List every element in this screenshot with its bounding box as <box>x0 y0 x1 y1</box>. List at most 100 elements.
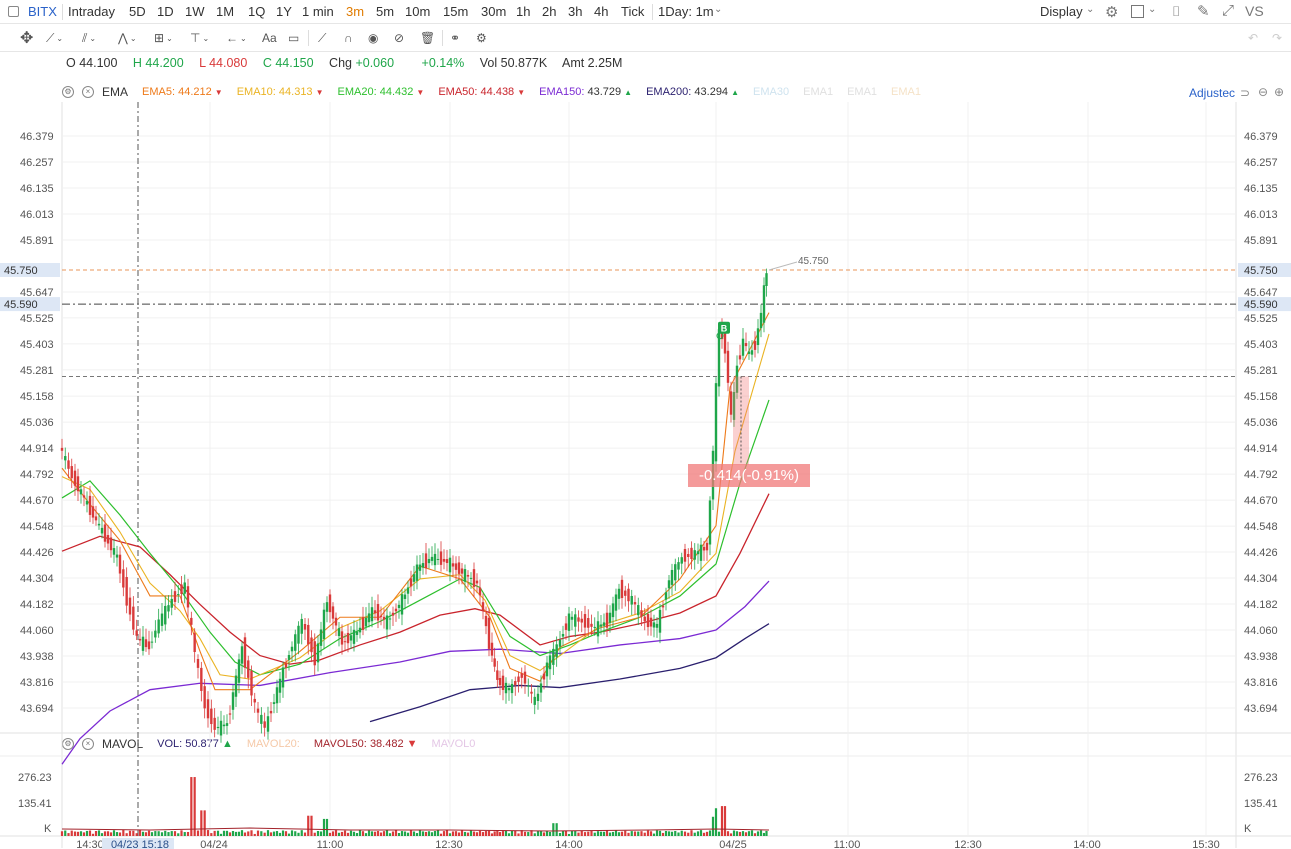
candle-body <box>418 564 422 571</box>
timeframe-1-min[interactable]: 1 min <box>302 4 334 19</box>
redo-icon[interactable]: ↷ <box>1272 31 1283 45</box>
timeframe-1m[interactable]: 1M <box>216 4 235 19</box>
minus-icon[interactable]: ⊖ <box>1258 85 1269 99</box>
measure-icon[interactable]: ⊤ ⌄ <box>190 31 210 45</box>
volume-bar <box>451 831 455 836</box>
timeframe-1h[interactable]: 1h <box>516 4 531 19</box>
timeframe-1d[interactable]: 1D <box>157 4 174 19</box>
volume-bar <box>275 831 279 836</box>
settings-icon[interactable]: ⚙ <box>62 738 74 750</box>
adjusted-toggle[interactable]: Adjustec <box>1188 86 1235 100</box>
timeframe-10m[interactable]: 10m <box>405 4 431 19</box>
display-button[interactable]: Display <box>1040 4 1083 19</box>
price-axis-label-left: 45.647 <box>20 287 54 299</box>
candle-body <box>646 614 650 628</box>
pencil-icon[interactable]: ✎ <box>1197 3 1210 20</box>
candle-body <box>203 686 206 709</box>
settings-icon[interactable]: ⚙ <box>62 86 74 98</box>
candle-body <box>445 559 449 564</box>
collapse-icon[interactable]: ⊃ <box>1240 86 1251 100</box>
volume-bar <box>567 833 571 836</box>
arrow-icon[interactable]: ← ⌄ <box>226 31 247 45</box>
indicator-name[interactable]: EMA <box>102 85 129 99</box>
timeframe-2h[interactable]: 2h <box>542 4 557 19</box>
timeframe-5d[interactable]: 5D <box>129 4 146 19</box>
ema-faded-item: EMA30 <box>753 86 790 98</box>
hide-icon[interactable]: ⊘ <box>394 31 405 45</box>
volume-bar <box>545 830 549 836</box>
note-icon[interactable]: ▭ <box>288 31 300 45</box>
volume-bar <box>564 830 568 836</box>
chevron-down-icon[interactable]: ⌄ <box>1086 4 1095 15</box>
timeframe-intraday[interactable]: Intraday <box>68 4 115 19</box>
volume-bar <box>587 831 590 836</box>
timeframe-1y[interactable]: 1Y <box>276 4 292 19</box>
trash-icon[interactable]: 🗑 <box>420 31 436 45</box>
settings-icon[interactable]: ⚙ <box>476 31 487 45</box>
link-icon[interactable]: ⚭ <box>450 31 461 45</box>
eye-icon[interactable]: ◉ <box>368 31 379 45</box>
time-axis-label: 04/23 15:18 <box>111 839 169 849</box>
volume-bar <box>85 830 89 836</box>
candle-body <box>379 615 383 617</box>
volume-bar <box>693 832 696 836</box>
timeframe-4h[interactable]: 4h <box>594 4 609 19</box>
close-icon[interactable]: × <box>82 86 94 98</box>
plus-icon[interactable]: ⊕ <box>1274 85 1285 99</box>
candle-body <box>433 553 437 566</box>
candle-body <box>219 720 223 736</box>
symbol-label[interactable]: BITX <box>28 4 57 19</box>
chevron-down-icon[interactable]: ⌄ <box>714 4 723 15</box>
price-axis-label-right: 43.816 <box>1244 677 1278 689</box>
candle-body <box>542 673 546 680</box>
volume-bar <box>331 831 335 836</box>
timeframe-30m[interactable]: 30m <box>481 4 507 19</box>
volume-bar <box>337 832 341 836</box>
ema-item-2: EMA20: 44.432 ▼ <box>337 86 425 98</box>
volume-bar <box>523 831 527 836</box>
candle-body <box>103 524 107 542</box>
volume-bar <box>580 830 583 836</box>
indicator-name[interactable]: MAVOL <box>102 737 144 751</box>
volume-bar <box>599 831 603 836</box>
layout-icon[interactable] <box>1131 5 1144 18</box>
chevron-down-icon[interactable]: ⌄ <box>1148 4 1157 15</box>
volume-bar <box>112 830 116 836</box>
timeframe-5m[interactable]: 5m <box>376 4 395 19</box>
volume-bar <box>608 832 612 836</box>
candle-body <box>307 624 310 645</box>
volume-bar <box>385 830 389 836</box>
timeframe-15m[interactable]: 15m <box>443 4 469 19</box>
vs-button[interactable]: VS <box>1245 3 1264 19</box>
candle-body <box>376 604 380 621</box>
fullscreen-icon[interactable]: ⤢ <box>1222 2 1235 19</box>
timeframe-3m[interactable]: 3m <box>346 4 365 19</box>
timeframe-1q[interactable]: 1Q <box>248 4 266 19</box>
fib-icon[interactable]: ⊞ ⌄ <box>154 31 173 45</box>
magnet-icon[interactable]: ∩ <box>344 31 353 45</box>
time-axis-label: 11:00 <box>317 839 344 849</box>
trend-line-icon[interactable]: ⟋ ⌄ <box>46 30 64 45</box>
settings-icon[interactable]: ⚙ <box>1105 4 1119 21</box>
timeframe-3h[interactable]: 3h <box>568 4 583 19</box>
open-value: O 44.100 <box>66 56 118 70</box>
period-select[interactable]: 1Day: 1m <box>658 4 714 19</box>
timeframe-tick[interactable]: Tick <box>621 4 645 19</box>
camera-icon[interactable]: ⌷ <box>1172 3 1181 19</box>
candle-body <box>714 383 718 462</box>
undo-icon[interactable]: ↶ <box>1248 31 1259 45</box>
candle-body <box>705 542 709 551</box>
channel-icon[interactable]: ⫽ ⌄ <box>82 30 97 45</box>
candle-body <box>658 609 662 633</box>
wave-icon[interactable]: ⋀ ⌄ <box>118 31 137 45</box>
close-icon[interactable]: × <box>82 738 94 750</box>
vol-axis-label-left: 135.41 <box>18 798 52 810</box>
candle-body <box>717 329 721 387</box>
volume-bar <box>732 830 736 836</box>
eraser-icon[interactable]: ⟋ <box>318 30 327 45</box>
timeframe-1w[interactable]: 1W <box>185 4 205 19</box>
move-icon[interactable]: ✥ <box>20 30 34 47</box>
candle-body <box>154 630 157 638</box>
text-tool[interactable]: Aa <box>262 31 277 45</box>
